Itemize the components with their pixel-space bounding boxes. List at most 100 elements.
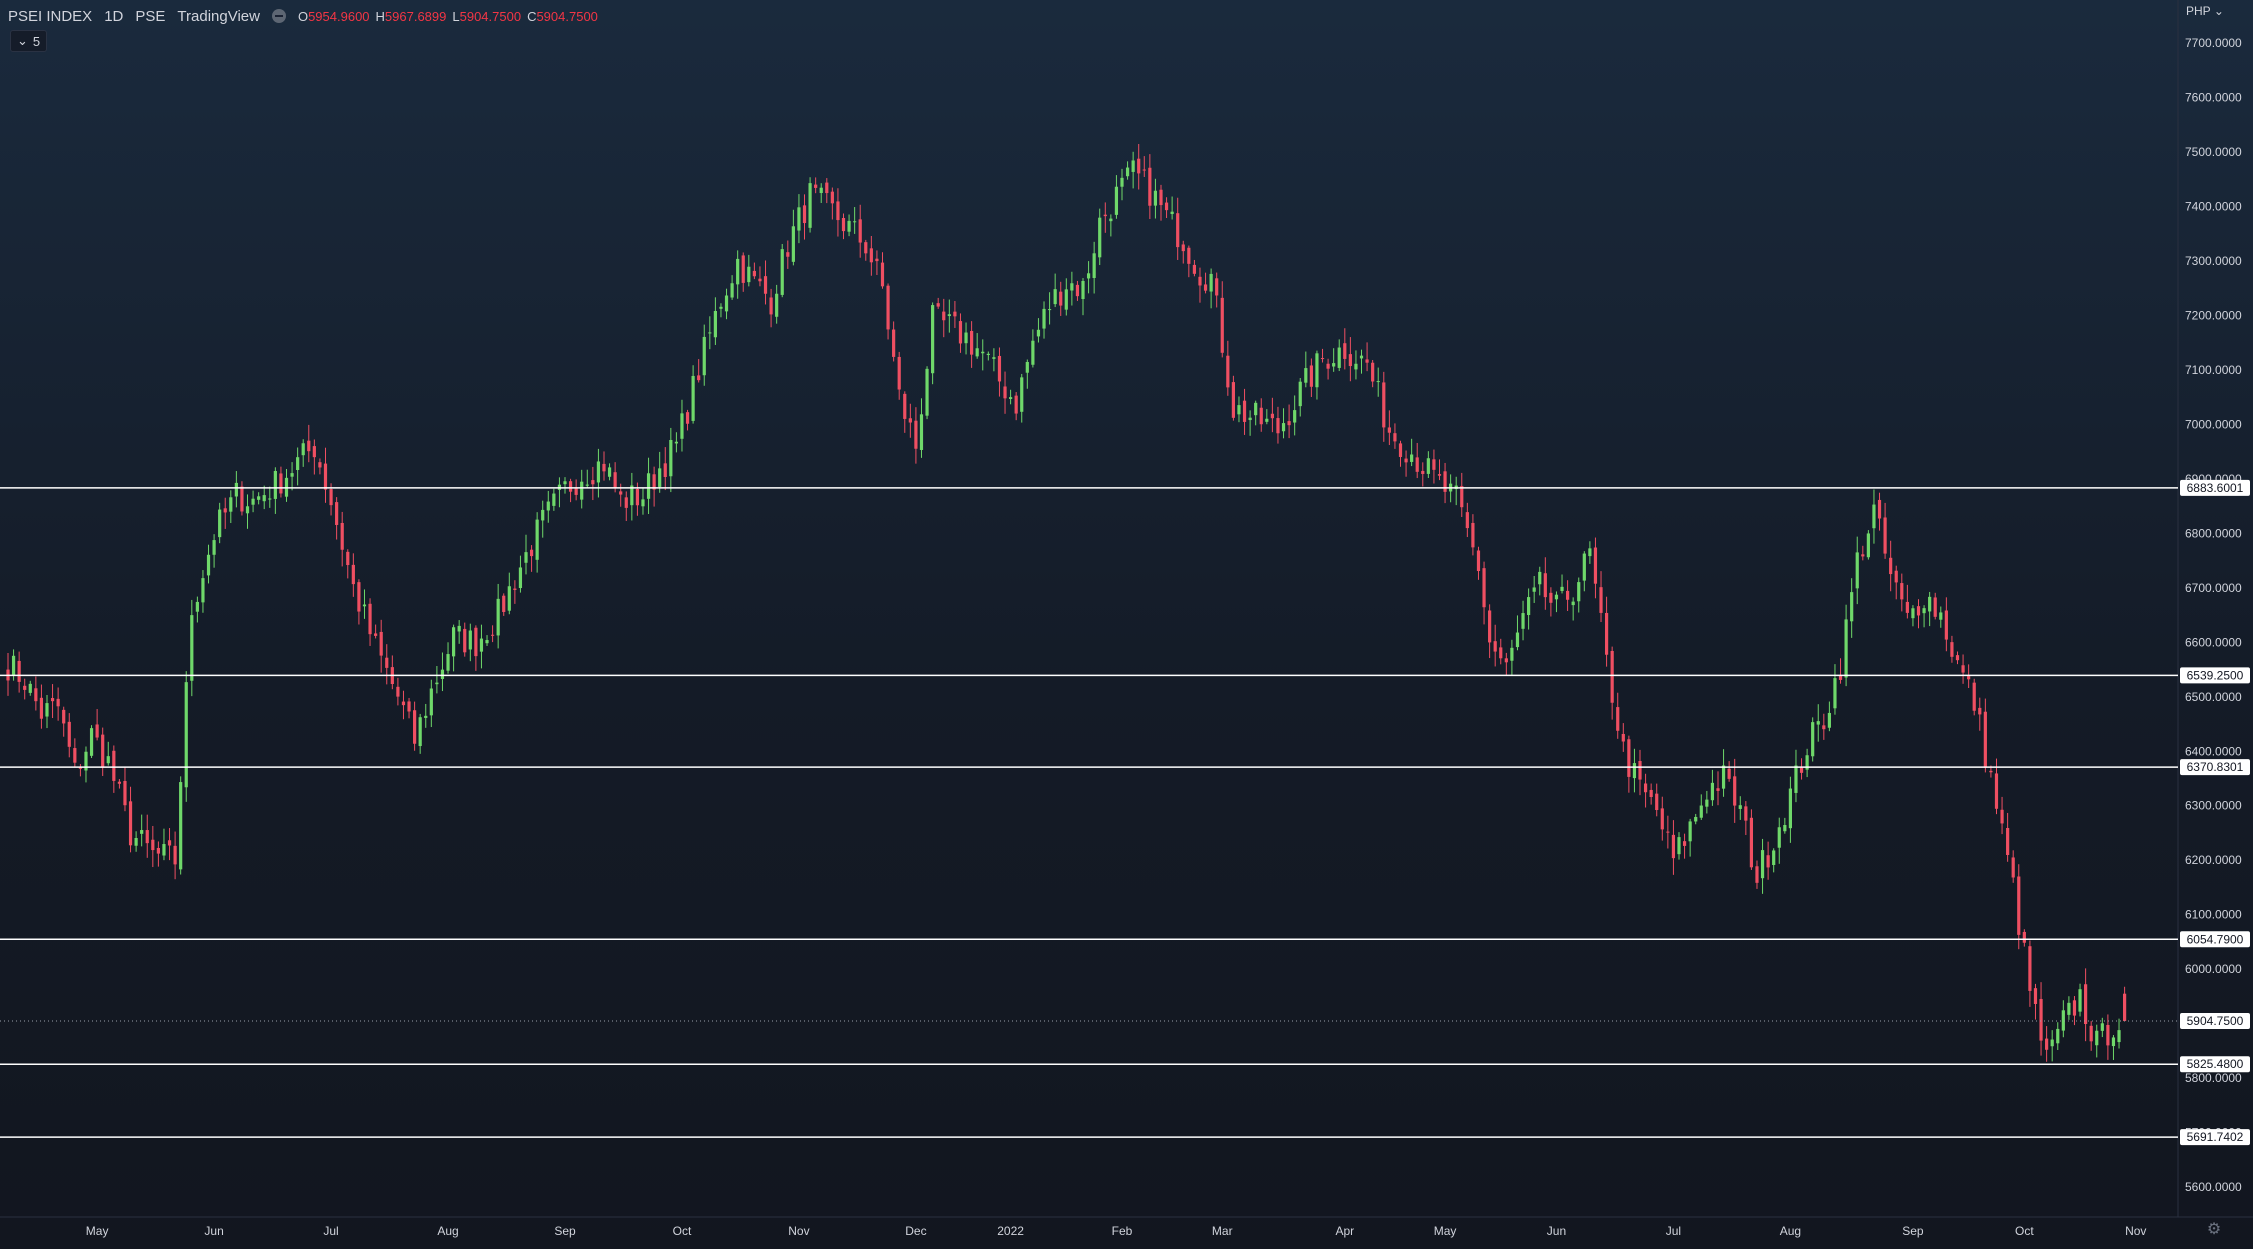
candle-body [290,473,294,477]
candle-body [1371,362,1375,382]
candle-body [396,686,400,697]
y-tick-label: 7500.0000 [2185,145,2242,159]
x-tick-label: Jul [323,1224,338,1238]
candle-body [1900,583,1904,600]
candle-body [808,183,812,228]
x-tick-label: Sep [554,1224,576,1238]
candle-body [234,482,238,497]
candle-body [591,480,595,485]
candle-body [607,467,612,477]
candle-body [858,219,862,243]
candle-body [1805,755,1809,770]
candle-body [1621,733,1625,742]
candle-body [836,201,840,221]
candle-body [2056,1028,2060,1044]
candle-body [145,830,149,844]
candle-body [1788,788,1792,829]
candle-body [1443,471,1447,492]
price-label-box [2180,931,2250,948]
candle-body [1649,789,1653,798]
x-tick-label: Jul [1666,1224,1681,1238]
candle-body [223,508,227,513]
x-tick-label: May [86,1224,109,1238]
candle-body [2095,1030,2099,1046]
candle-body [613,472,617,489]
candle-body [212,540,216,555]
candle-body [502,595,506,612]
candle-body [1710,782,1715,801]
x-tick-label: Oct [673,1224,692,1238]
indicators-toggle-button[interactable]: ⌄ 5 [10,30,48,52]
candle-body [1164,202,1169,211]
candle-body [2089,1025,2093,1042]
candle-body [897,356,901,390]
collapse-legend-icon[interactable] [271,9,286,23]
candle-body [1103,214,1107,217]
candle-body [1192,264,1197,274]
candle-body [2061,1010,2065,1031]
candle-body [407,701,411,712]
x-tick-label: Nov [2125,1224,2146,1238]
candle-body [1376,381,1380,383]
candle-body [1760,850,1765,879]
candle-body [518,567,523,589]
candle-body [134,837,138,846]
candle-body [446,654,450,671]
candle-body [892,329,896,357]
candle-body [1766,855,1770,868]
candle-body [992,357,996,359]
currency-label: PHP [2186,4,2211,18]
candle-body [1944,610,1948,640]
candle-body [1070,283,1074,291]
candle-body [1593,547,1598,584]
candle-body [1215,278,1219,296]
candle-body [1415,457,1419,472]
candle-body [162,844,166,856]
candle-body [2078,989,2082,1012]
candle-body [1471,522,1475,548]
candle-body [1187,247,1191,264]
candle-body [1799,767,1804,773]
candle-body [619,491,623,495]
candle-body [758,278,762,282]
candle-body [1571,601,1575,606]
gear-icon[interactable]: ⚙ [2206,1221,2222,1238]
currency-selector[interactable]: PHP ⌄ [2186,4,2224,18]
candle-body [385,657,389,668]
y-tick-label: 7000.0000 [2185,417,2242,431]
candle-body [524,552,528,563]
candle-body [864,242,868,254]
candle-body [1120,177,1124,187]
candle-body [1671,834,1676,859]
candle-body [936,303,940,307]
candle-body [2017,876,2021,935]
candle-body [1476,550,1481,572]
x-tick-label: 2022 [997,1224,1024,1238]
candle-body [1515,632,1520,648]
candle-body [1320,358,1325,360]
candle-body [669,439,673,477]
candle-body [1109,218,1113,222]
candle-body [173,845,177,865]
candle-body [1844,619,1848,678]
candle-body [1031,340,1035,365]
chevron-down-icon: ⌄ [17,33,28,48]
interval-label[interactable]: 1D [104,7,124,25]
candle-body [1009,397,1013,399]
candle-body [374,633,378,636]
candle-body [1588,548,1592,557]
candle-body [1894,570,1898,583]
symbol-name[interactable]: PSEI INDEX [8,7,93,25]
candle-body [713,310,717,338]
low-value: 5904.7500 [459,8,522,24]
candle-body [2111,1037,2116,1047]
chart-legend: PSEI INDEX 1D PSE TradingView O5954.9600… [8,6,598,26]
candle-body [1850,592,1854,622]
price-label: 6370.8301 [2187,760,2244,774]
candle-body [1532,587,1536,592]
candle-body [1053,289,1057,305]
candle-body [2028,946,2032,991]
candle-body [1153,190,1158,206]
candle-body [112,750,116,781]
